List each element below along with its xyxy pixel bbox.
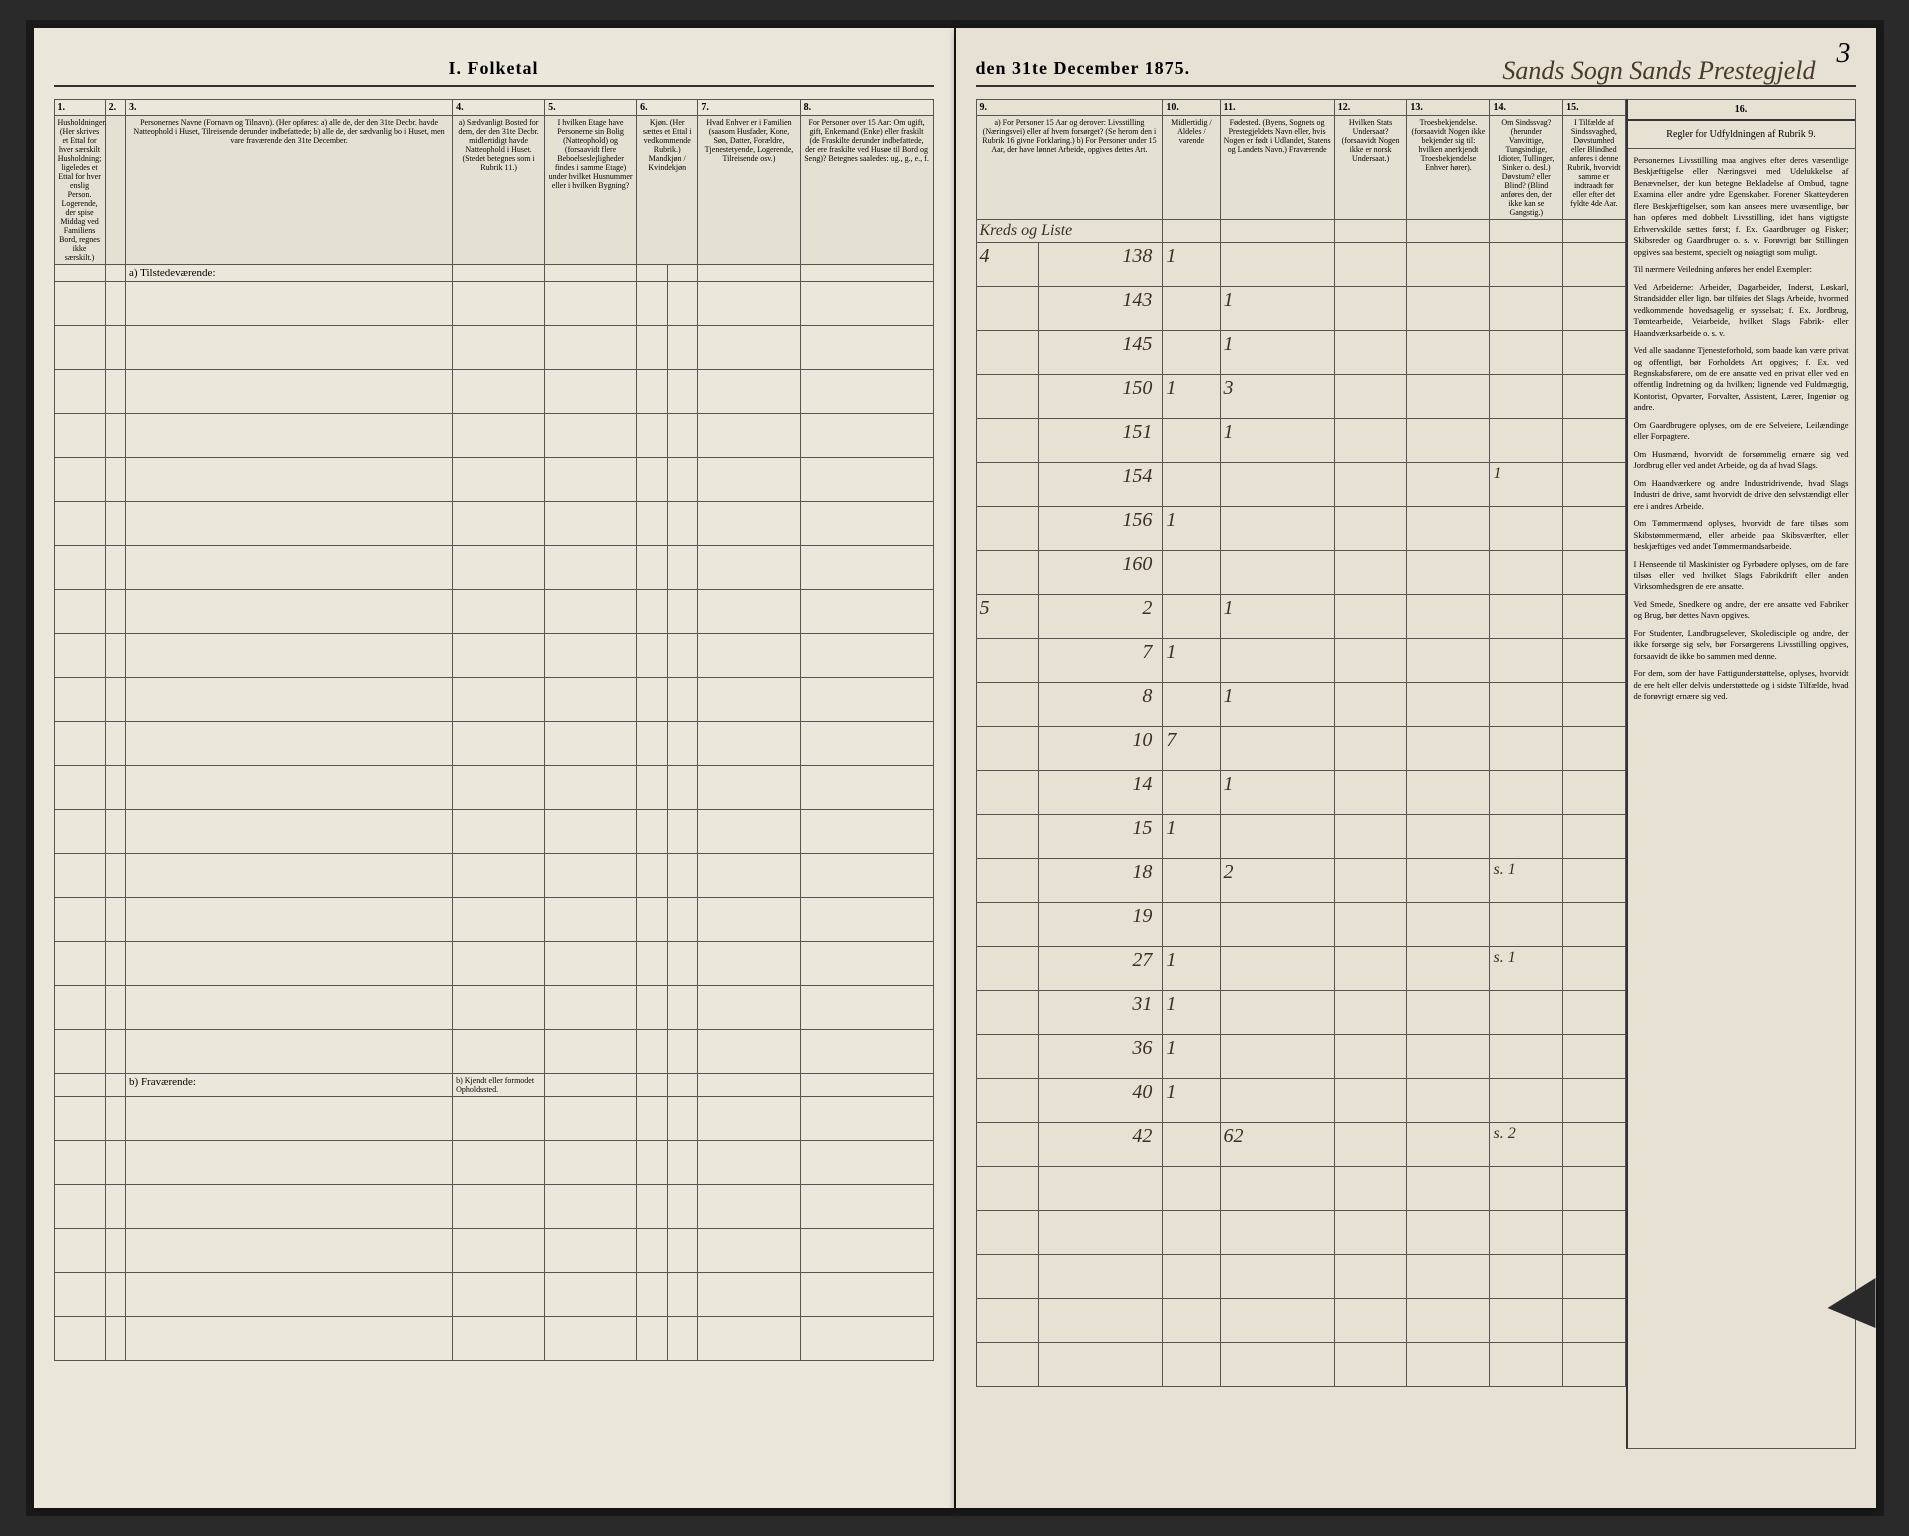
- table-row: 107: [976, 727, 1625, 771]
- table-row: [976, 1255, 1625, 1299]
- header-3: Personernes Navne (Fornavn og Tilnavn). …: [126, 116, 453, 265]
- header-11: Fødested. (Byens, Sognets og Prestegjeld…: [1220, 116, 1334, 220]
- rules-column: 16. Regler for Udfyldningen af Rubrik 9.…: [1626, 99, 1856, 1449]
- header-13: Troesbekjendelse. (forsaavidt Nogen ikke…: [1407, 116, 1490, 220]
- table-row: [54, 458, 933, 502]
- table-row: [54, 1317, 933, 1361]
- table-row: 141: [976, 771, 1625, 815]
- table-row: 521: [976, 595, 1625, 639]
- table-row: 401: [976, 1079, 1625, 1123]
- left-table: 1. 2. 3. 4. 5. 6. 7. 8. Husholdninger. (…: [54, 99, 934, 1361]
- header-row: a) For Personer 15 Aar og derover: Livss…: [976, 116, 1625, 220]
- table-row: [54, 414, 933, 458]
- table-row: [54, 1229, 933, 1273]
- table-row: [54, 502, 933, 546]
- table-row: [54, 1141, 933, 1185]
- table-row: [54, 898, 933, 942]
- table-row: [54, 1097, 933, 1141]
- table-row: 311: [976, 991, 1625, 1035]
- table-row: [54, 986, 933, 1030]
- document-spread: I. Folketal 1. 2. 3. 4. 5. 6. 7. 8. Hush…: [26, 20, 1884, 1516]
- table-row: 41381: [976, 243, 1625, 287]
- left-page: I. Folketal 1. 2. 3. 4. 5. 6. 7. 8. Hush…: [34, 28, 954, 1508]
- table-row: [54, 722, 933, 766]
- table-row: 160: [976, 551, 1625, 595]
- right-table: 9. 10. 11. 12. 13. 14. 15. a) For Person…: [976, 99, 1626, 1387]
- hw-subheader: Kreds og Liste: [976, 220, 1625, 243]
- table-row: [976, 1211, 1625, 1255]
- table-row: [54, 634, 933, 678]
- table-row: [54, 678, 933, 722]
- section-b-row: b) Fraværende: b) Kjendt eller formodet …: [54, 1074, 933, 1097]
- table-row: [54, 1185, 933, 1229]
- table-row: [54, 942, 933, 986]
- left-title: I. Folketal: [54, 58, 934, 87]
- header-10: Midlertidig / Aldeles / varende: [1163, 116, 1220, 220]
- header-9: a) For Personer 15 Aar og derover: Livss…: [976, 116, 1163, 220]
- table-row: [54, 546, 933, 590]
- table-row: 151: [976, 815, 1625, 859]
- table-row: 81: [976, 683, 1625, 727]
- table-row: [54, 854, 933, 898]
- header-5: I hvilken Etage have Personerne sin Boli…: [545, 116, 637, 265]
- right-page: 3 Sands Sogn Sands Prestegjeld den 31te …: [956, 28, 1876, 1508]
- table-row: [976, 1299, 1625, 1343]
- rules-text: Personernes Livsstilling maa angives eft…: [1628, 149, 1855, 715]
- table-row: 271s. 1: [976, 947, 1625, 991]
- table-row: [54, 766, 933, 810]
- table-row: 182s. 1: [976, 859, 1625, 903]
- table-row: [54, 1273, 933, 1317]
- table-row: [976, 1167, 1625, 1211]
- header-15: I Tilfælde af Sindssvaghed, Døvstumhed e…: [1563, 116, 1625, 220]
- parish-handwriting: Sands Sogn Sands Prestegjeld: [1502, 56, 1815, 86]
- table-row: [54, 282, 933, 326]
- rules-header: Regler for Udfyldningen af Rubrik 9.: [1628, 121, 1855, 149]
- header-8: For Personer over 15 Aar: Om ugift, gift…: [800, 116, 933, 265]
- table-row: 361: [976, 1035, 1625, 1079]
- table-row: [54, 810, 933, 854]
- table-row: [54, 590, 933, 634]
- col-number-row: 9. 10. 11. 12. 13. 14. 15.: [976, 100, 1625, 116]
- table-row: [54, 326, 933, 370]
- table-row: 1451: [976, 331, 1625, 375]
- table-row: 1511: [976, 419, 1625, 463]
- page-number: 3: [1837, 38, 1851, 70]
- table-row: 1561: [976, 507, 1625, 551]
- col-number-row: 1. 2. 3. 4. 5. 6. 7. 8.: [54, 100, 933, 116]
- header-12: Hvilken Stats Undersaat? (forsaavidt Nog…: [1334, 116, 1407, 220]
- section-a-row: a) Tilstedeværende:: [54, 265, 933, 282]
- header-14: Om Sindssvag? (herunder Vanvittige, Tung…: [1490, 116, 1563, 220]
- table-row: [54, 370, 933, 414]
- table-row: [54, 1030, 933, 1074]
- table-row: 71: [976, 639, 1625, 683]
- table-row: 4262s. 2: [976, 1123, 1625, 1167]
- table-row: 1431: [976, 287, 1625, 331]
- header-7: Hvad Enhver er i Familien (saasom Husfad…: [698, 116, 800, 265]
- header-row: Husholdninger. (Her skrives et Ettal for…: [54, 116, 933, 265]
- header-2: [105, 116, 125, 265]
- table-row: [976, 1343, 1625, 1387]
- header-4: a) Sædvanligt Bosted for dem, der den 31…: [453, 116, 545, 265]
- header-6: Kjøn. (Her sættes et Ettal i vedkommende…: [637, 116, 698, 265]
- table-row: 15013: [976, 375, 1625, 419]
- table-row: 19: [976, 903, 1625, 947]
- table-row: 1541: [976, 463, 1625, 507]
- header-1: Husholdninger. (Her skrives et Ettal for…: [54, 116, 105, 265]
